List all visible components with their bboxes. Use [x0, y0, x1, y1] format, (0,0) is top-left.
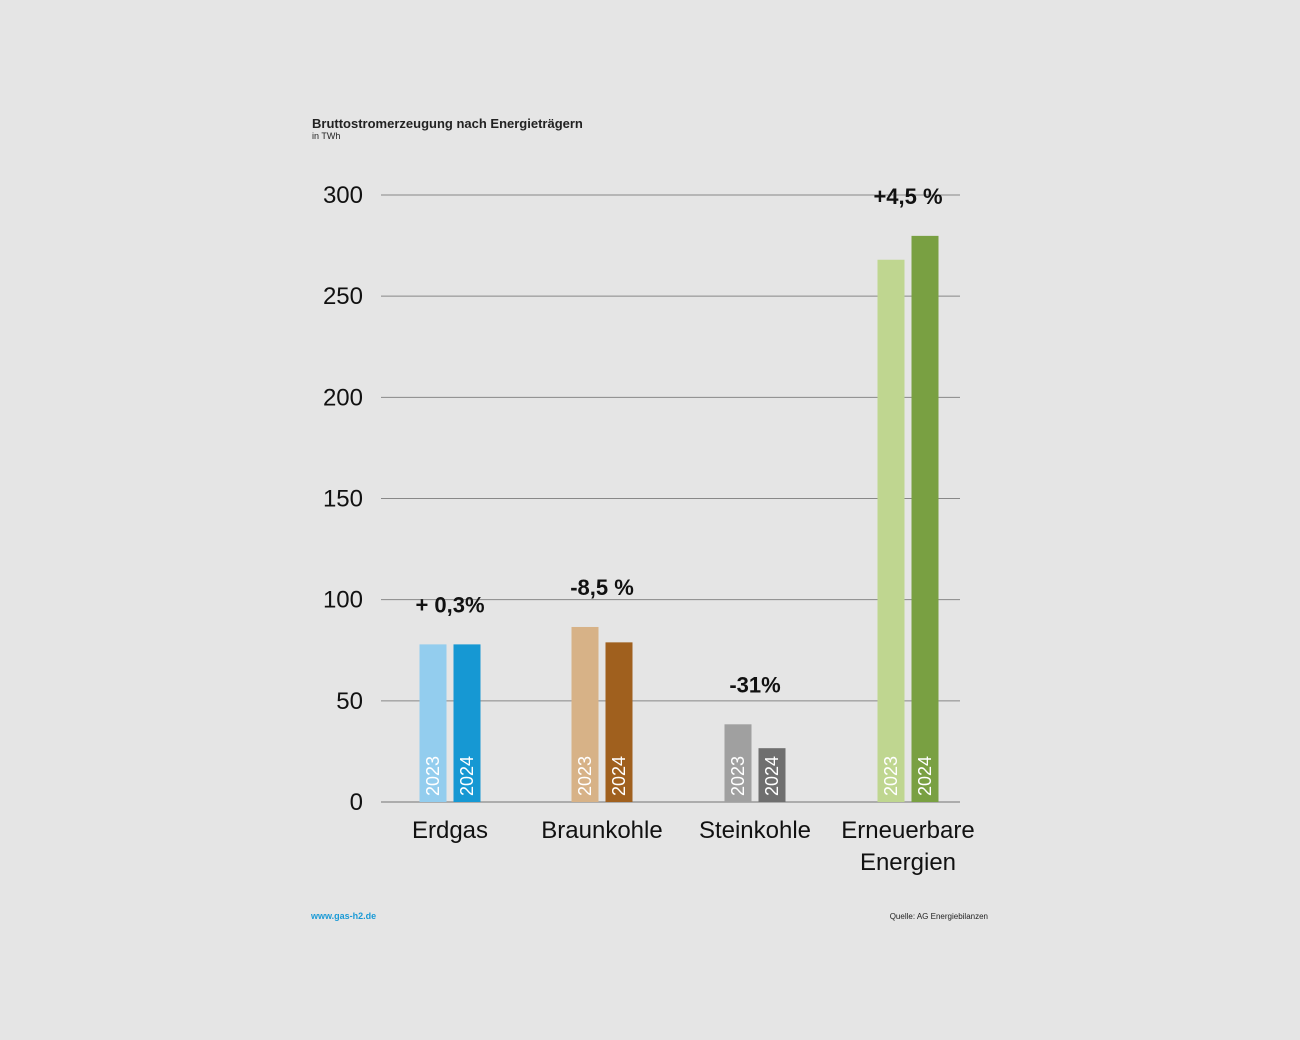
change-labels: + 0,3% -8,5 % -31% +4,5 % — [415, 184, 942, 697]
category-label-braunkohle: Braunkohle — [541, 817, 662, 844]
bars: 2023 2024 2023 2024 2023 2024 2023 2024 — [419, 235, 939, 802]
category-label-erneuerbare-energien: Erneuerbare — [841, 817, 974, 844]
y-tick-label: 50 — [336, 688, 363, 715]
footer-source: Quelle: AG Energiebilanzen — [890, 912, 988, 921]
category-labels: Erdgas Braunkohle Steinkohle Erneuerbare Ene… — [412, 817, 975, 876]
change-label-braunkohle: -8,5 % — [570, 575, 634, 600]
chart-subtitle: in TWh — [312, 131, 340, 141]
bar-year-label: 2023 — [728, 756, 748, 796]
y-axis-ticks: 0 50 100 150 200 250 300 — [323, 182, 363, 816]
bar-year-label: 2024 — [457, 756, 477, 796]
bar-erdgas-2024 — [453, 644, 481, 802]
change-label-erneuerbare-energien: +4,5 % — [873, 184, 942, 209]
bar-steinkohle-2024 — [758, 748, 786, 802]
chart-title: Bruttostromerzeugung nach Energieträgern — [312, 116, 583, 131]
y-tick-label: 200 — [323, 384, 363, 411]
bar-erdgas-2023 — [419, 644, 447, 802]
y-tick-label: 150 — [323, 486, 363, 513]
bar-year-label: 2024 — [609, 756, 629, 796]
change-label-steinkohle: -31% — [729, 672, 780, 697]
bar-steinkohle-2023 — [724, 724, 752, 802]
category-label-erdgas: Erdgas — [412, 817, 488, 844]
footer-website[interactable]: www.gas-h2.de — [310, 911, 376, 921]
y-tick-label: 300 — [323, 182, 363, 209]
category-label-erneuerbare-energien: Energien — [860, 849, 956, 876]
y-tick-label: 100 — [323, 587, 363, 614]
bar-year-label: 2024 — [915, 756, 935, 796]
bar-year-label: 2023 — [881, 756, 901, 796]
y-tick-label: 250 — [323, 283, 363, 310]
bar-erneuerbare-energien-2023 — [877, 259, 905, 802]
bar-year-label: 2023 — [423, 756, 443, 796]
change-label-erdgas: + 0,3% — [415, 592, 484, 617]
bar-braunkohle-2023 — [571, 626, 599, 802]
bar-year-label: 2024 — [762, 756, 782, 796]
y-tick-label: 0 — [350, 789, 363, 816]
category-label-steinkohle: Steinkohle — [699, 817, 811, 844]
bar-erneuerbare-energien-2024 — [911, 235, 939, 802]
bar-year-label: 2023 — [575, 756, 595, 796]
bar-braunkohle-2024 — [605, 642, 633, 802]
